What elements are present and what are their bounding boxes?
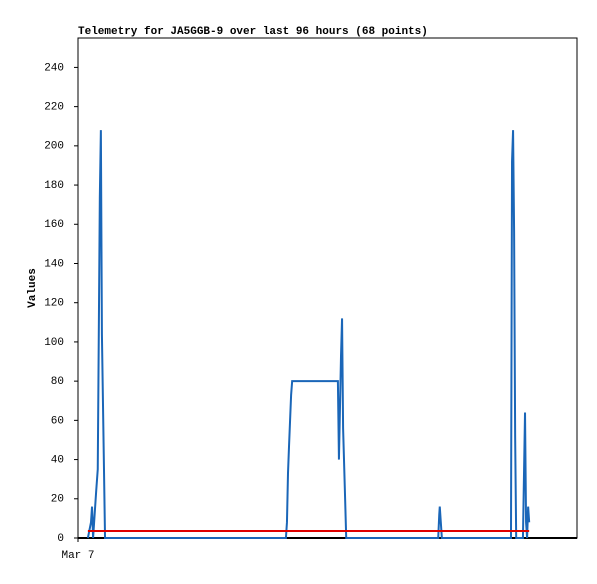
- y-tick-label: 240: [44, 62, 64, 74]
- y-tick-label: 100: [44, 337, 64, 349]
- y-tick-label: 0: [57, 533, 64, 545]
- y-tick-label: 220: [44, 102, 64, 114]
- y-tick-label: 40: [51, 454, 64, 466]
- y-tick-label: 20: [51, 494, 64, 506]
- chart-title: Telemetry for JA5GGB-9 over last 96 hour…: [78, 26, 428, 38]
- y-axis-label: Values: [27, 268, 39, 308]
- x-tick-label: Mar 7: [61, 550, 94, 562]
- y-tick-label: 120: [44, 298, 64, 310]
- y-tick-label: 60: [51, 415, 64, 427]
- y-tick-label: 80: [51, 376, 64, 388]
- y-tick-label: 160: [44, 219, 64, 231]
- series-line: [86, 130, 531, 539]
- y-tick-label: 180: [44, 180, 64, 192]
- y-tick-label: 140: [44, 258, 64, 270]
- y-tick-label: 200: [44, 141, 64, 153]
